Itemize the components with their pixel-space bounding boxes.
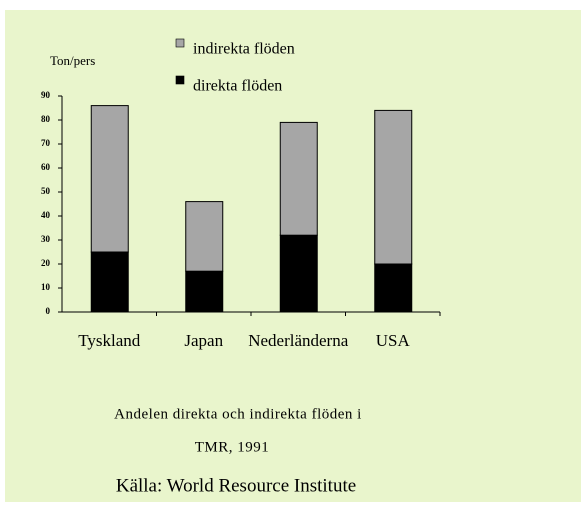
bar-segment	[185, 270, 224, 313]
bar-segment	[185, 201, 224, 272]
y-tick-label: 20	[41, 258, 51, 268]
source: Källa: World Resource Institute	[116, 475, 356, 496]
x-tick-label: Japan	[184, 331, 223, 350]
y-tick-label: 70	[41, 138, 51, 148]
y-tick-label: 30	[41, 234, 51, 244]
bar-segment	[279, 121, 318, 236]
x-tick-label: Nederländerna	[248, 331, 349, 350]
bar-segment	[374, 263, 413, 313]
caption: Andelen direkta och indirekta flöden i	[114, 406, 362, 422]
caption: TMR, 1991	[195, 439, 270, 455]
y-axis-label: Ton/pers	[50, 53, 95, 68]
legend-swatch	[175, 38, 185, 48]
y-tick-label: 0	[46, 306, 51, 316]
y-tick-label: 80	[41, 114, 51, 124]
y-tick-label: 10	[41, 282, 51, 292]
bar-segment	[374, 109, 413, 265]
y-tick-label: 40	[41, 210, 51, 220]
legend-label: indirekta flöden	[193, 41, 295, 58]
y-tick-label: 50	[41, 186, 51, 196]
bar-segment	[90, 105, 129, 253]
legend-swatch	[175, 75, 185, 85]
bar-segment	[279, 234, 318, 313]
y-tick-label: 90	[41, 90, 51, 100]
legend-label: direkta flöden	[193, 78, 282, 95]
x-tick-label: Tyskland	[78, 331, 141, 350]
y-tick-label: 60	[41, 162, 51, 172]
bar-segment	[90, 251, 129, 313]
x-tick-label: USA	[376, 331, 411, 350]
